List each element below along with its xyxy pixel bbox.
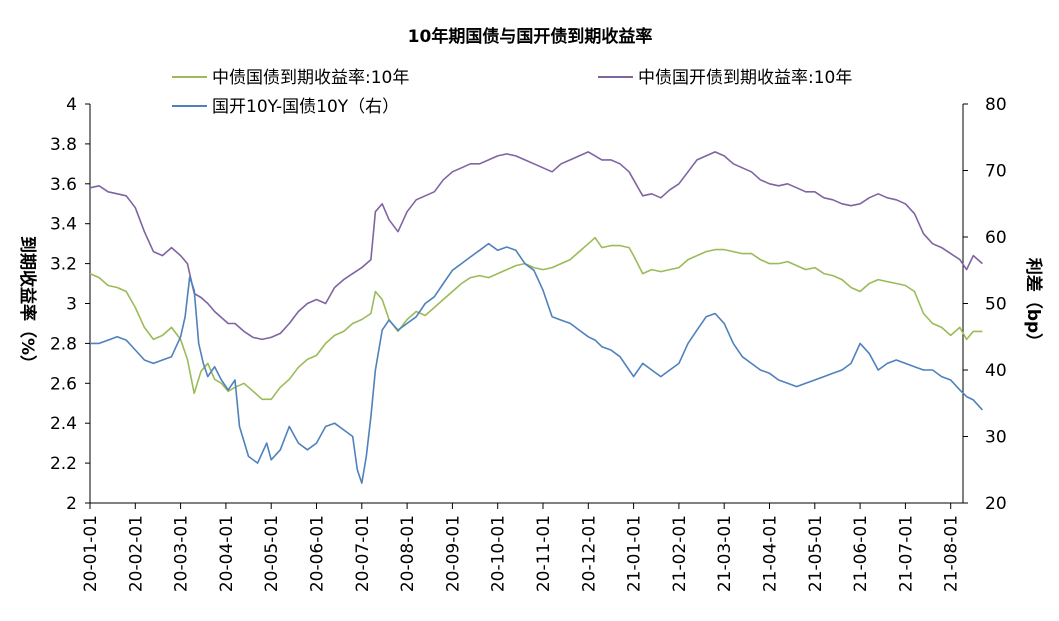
legend-label-cdb: 中债国开债到期收益率:10年	[638, 68, 852, 88]
series-line-1	[90, 152, 982, 340]
x-tick-label: 20-12-01	[579, 515, 599, 592]
series-group	[90, 152, 982, 483]
legend: 中债国债到期收益率:10年 中债国开债到期收益率:10年 国开10Y-国债10Y…	[172, 68, 852, 117]
legend-label-spread: 国开10Y-国债10Y（右）	[212, 97, 399, 117]
x-tick-label: 20-08-01	[398, 515, 418, 592]
line-chart: 10年期国债与国开债到期收益率 中债国债到期收益率:10年 中债国开债到期收益率…	[0, 0, 1059, 621]
x-tick-label: 20-07-01	[353, 515, 373, 592]
x-tick-label: 21-02-01	[670, 515, 690, 592]
x-tick-label: 20-05-01	[262, 515, 282, 592]
right-tick-label: 20	[985, 494, 1007, 514]
x-tick-label: 21-06-01	[851, 515, 871, 592]
x-tick-label: 20-11-01	[534, 515, 554, 592]
right-axis-label: 利差（bp）	[1023, 258, 1044, 350]
right-tick-label: 40	[985, 361, 1007, 381]
x-tick-label: 20-01-01	[81, 515, 101, 592]
left-tick-label: 3.8	[50, 135, 77, 155]
x-tick-label: 21-05-01	[806, 515, 826, 592]
x-tick-label: 20-06-01	[308, 515, 328, 592]
x-tick-label: 21-08-01	[942, 515, 962, 592]
left-tick-label: 3.2	[50, 255, 77, 275]
series-line-0	[90, 238, 982, 400]
right-tick-label: 30	[985, 428, 1007, 448]
legend-label-gov: 中债国债到期收益率:10年	[212, 68, 409, 88]
series-line-2	[90, 244, 982, 484]
left-tick-label: 2.2	[50, 454, 77, 474]
chart-title: 10年期国债与国开债到期收益率	[408, 26, 653, 47]
left-tick-label: 4	[66, 95, 77, 115]
x-tick-label: 20-10-01	[489, 515, 509, 592]
left-tick-label: 2	[66, 494, 77, 514]
left-tick-label: 3	[66, 295, 77, 315]
right-tick-label: 60	[985, 228, 1007, 248]
x-tick-label: 21-01-01	[625, 515, 645, 592]
left-tick-label: 3.4	[50, 215, 77, 235]
x-tick-label: 20-09-01	[443, 515, 463, 592]
right-tick-label: 70	[985, 162, 1007, 182]
left-tick-label: 2.6	[50, 374, 77, 394]
x-tick-label: 21-04-01	[761, 515, 781, 592]
left-tick-label: 2.8	[50, 334, 77, 354]
left-tick-label: 2.4	[50, 414, 77, 434]
x-tick-label: 20-04-01	[217, 515, 237, 592]
left-tick-label: 3.6	[50, 175, 77, 195]
x-tick-label: 21-07-01	[896, 515, 916, 592]
axes: 2 2.2 2.4 2.6 2.8 3 3.2 3.4 3.6 3.8 4 20 30 40 50 60 70 8…	[50, 95, 1007, 592]
right-tick-label: 50	[985, 295, 1007, 315]
x-tick-label: 20-03-01	[172, 515, 192, 592]
x-tick-label: 20-02-01	[126, 515, 146, 592]
right-tick-label: 80	[985, 95, 1007, 115]
x-tick-label: 21-03-01	[715, 515, 735, 592]
left-axis-label: 到期收益率（%）	[17, 236, 38, 372]
